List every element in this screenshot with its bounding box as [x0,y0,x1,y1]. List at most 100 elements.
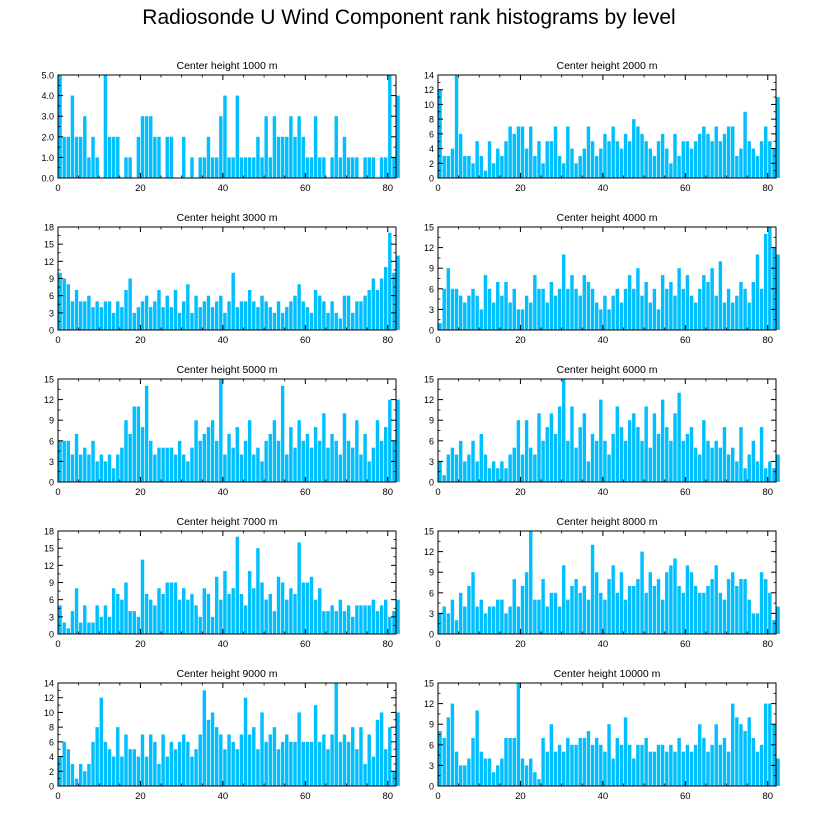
bar [190,593,194,634]
bar [594,155,599,178]
x-tick-label: 20 [515,487,526,498]
bar [759,427,764,482]
bar [342,295,347,330]
bar [475,606,479,634]
bar [491,163,496,178]
bar [280,582,285,634]
bar [363,763,367,786]
bar [388,399,392,482]
bar [136,307,141,330]
bar [763,468,768,482]
bar [726,126,731,178]
x-tick-label: 40 [598,791,609,802]
bar [235,749,240,786]
bar [219,116,223,178]
bar [58,605,62,634]
bar [471,737,475,786]
bar [673,133,677,178]
bar [706,281,710,330]
bar [87,295,91,330]
y-tick-label: 6 [49,595,54,605]
bar [214,440,219,482]
bar [516,606,521,634]
bar [590,744,595,786]
bar [363,605,367,634]
bar [611,433,615,482]
bar [289,116,293,178]
bar [351,447,355,482]
bar [280,136,285,178]
bar [305,582,310,634]
bar [673,558,677,634]
bar [698,592,702,634]
x-tick-label: 80 [382,639,393,650]
bar [450,288,455,330]
bar [227,593,231,634]
x-tick-label: 40 [598,639,609,650]
bar [318,588,322,634]
bar [322,734,326,786]
bar [322,157,326,178]
bar [198,157,202,178]
bar [252,301,256,330]
bar [438,731,442,786]
x-tick-label: 0 [435,791,440,802]
bar [702,592,706,634]
x-tick-label: 0 [435,487,440,498]
bar [619,302,624,330]
x-tick-label: 0 [435,183,440,194]
bar [318,440,322,482]
bar [496,468,500,482]
bar [169,307,174,330]
bar [590,544,595,634]
bar [541,440,545,482]
bar [562,379,566,482]
panel-title: Center height 7000 m [177,516,278,528]
bar [590,433,595,482]
bar [640,133,644,178]
bar [450,148,455,178]
bar [574,744,578,786]
bar [607,454,611,482]
bar [58,272,62,330]
y-tick-label: 9 [429,568,434,578]
x-tick-label: 40 [218,335,229,346]
bar [301,582,305,634]
y-tick-label: 9 [429,264,434,274]
bar [751,281,756,330]
bar [590,288,595,330]
bar [722,427,727,482]
bar [640,744,644,786]
bar [293,593,297,634]
bar [392,611,396,634]
bar [611,126,615,178]
bar [140,734,145,786]
bar [442,737,446,786]
bar [95,727,99,786]
bar [710,141,714,178]
bar [529,302,533,330]
bar [578,737,582,786]
bar [297,420,301,482]
bar [214,157,219,178]
bar [533,155,537,178]
y-tick-label: 8 [429,115,434,125]
bar [512,447,516,482]
bar [202,157,207,178]
bar [260,295,264,330]
bar [739,579,743,634]
bar [706,440,710,482]
bar [367,734,371,786]
bar [367,461,371,482]
bar [91,622,95,634]
bar [508,302,512,330]
bar [219,734,223,786]
bar [524,295,529,330]
bar [603,295,607,330]
bar [116,593,120,634]
bar [149,307,153,330]
bar [458,440,463,482]
bar [280,385,285,482]
bar [206,295,211,330]
bar [731,447,735,482]
